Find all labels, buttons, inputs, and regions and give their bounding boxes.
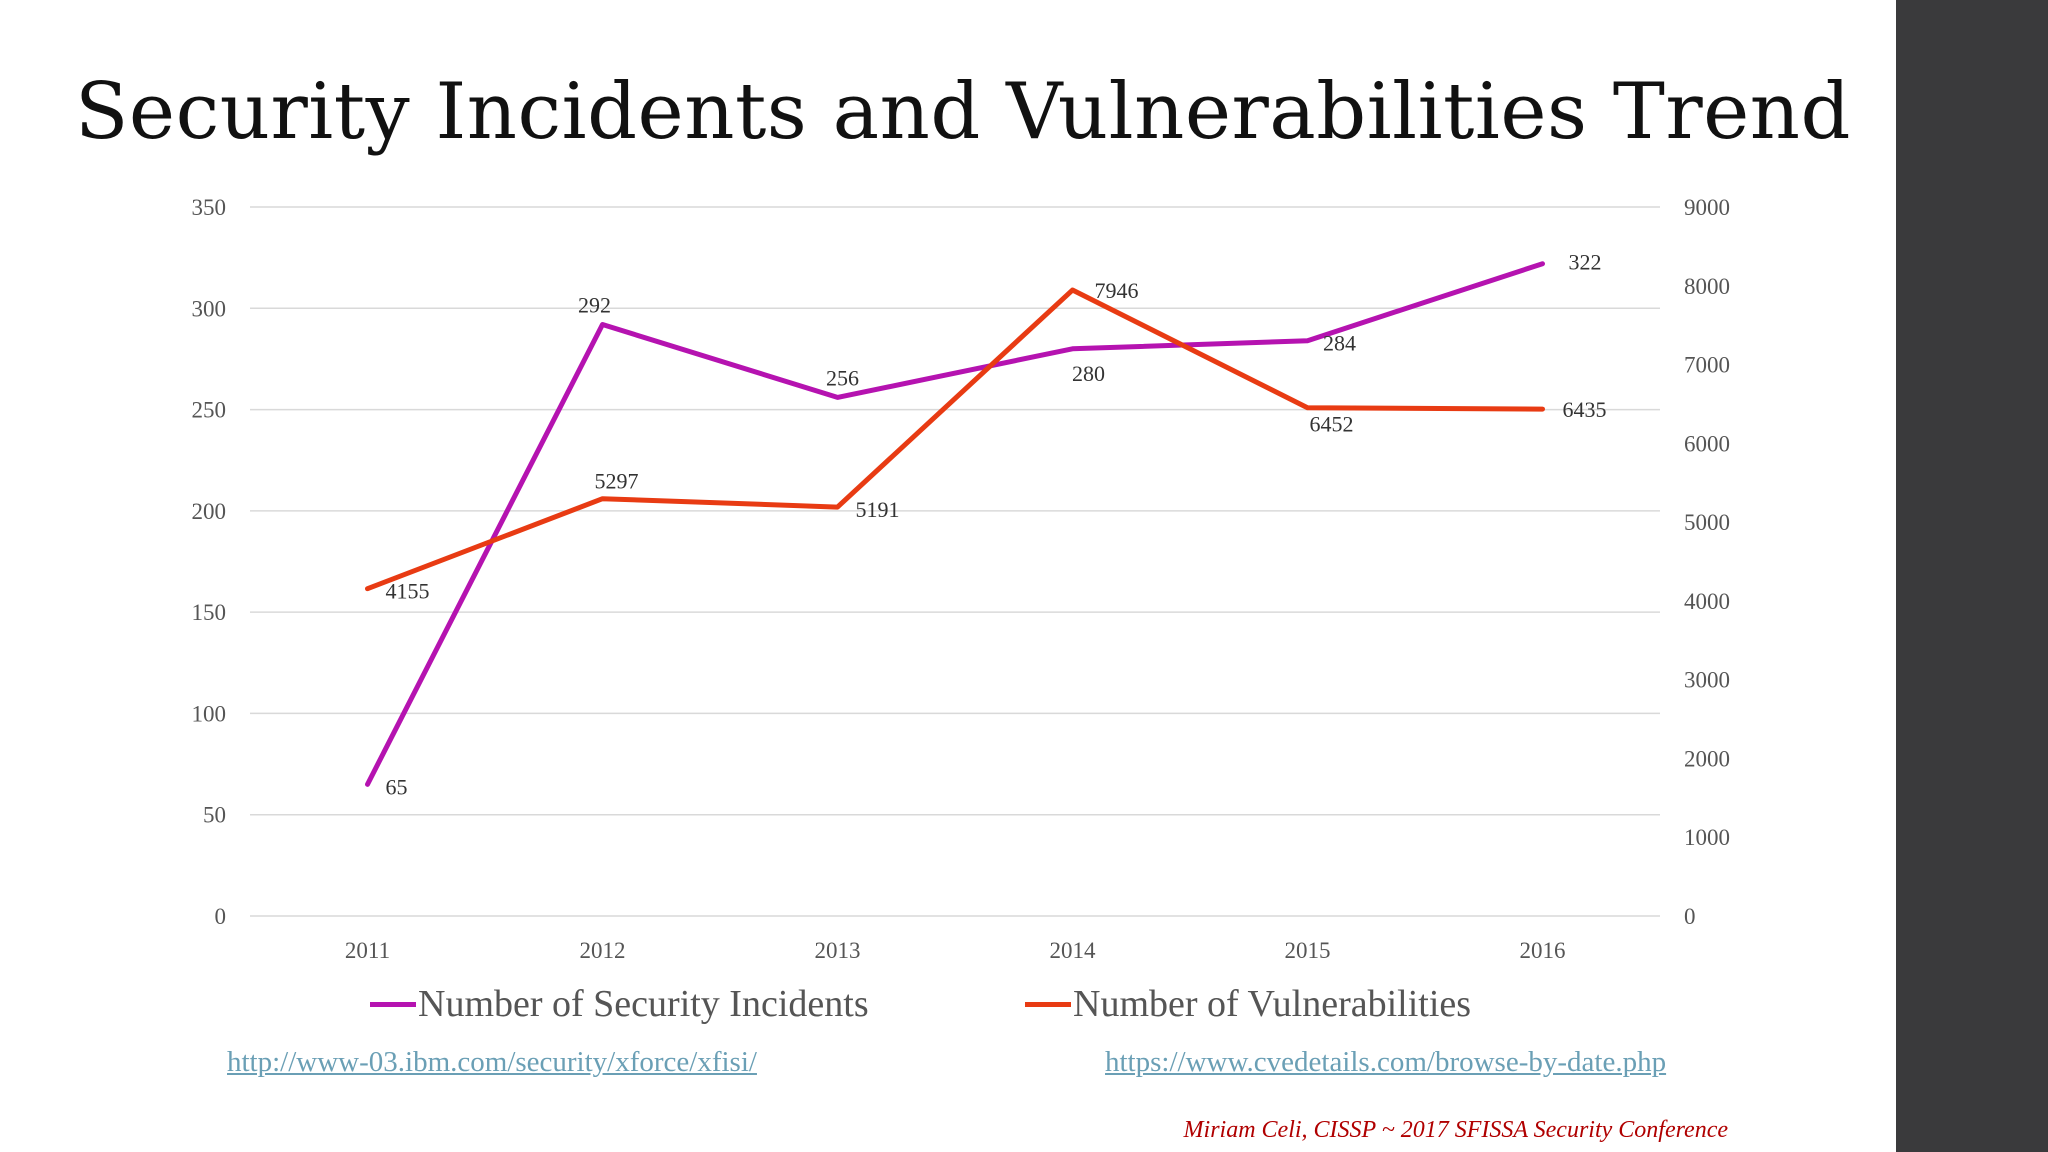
data-label-incidents: 256	[826, 365, 859, 390]
data-labels: 65 292 256 280 284 322 4155 5297 5191 7946 6452 643…	[386, 250, 1607, 800]
x-tick-label: 2012	[580, 938, 626, 963]
data-label-incidents: 284	[1323, 331, 1356, 356]
legend-swatch-incidents	[370, 1001, 416, 1007]
slide: Security Incidents and Vulnerabilities T…	[75, 69, 1851, 1143]
right-tick-label: 4000	[1684, 589, 1730, 614]
right-tick-label: 0	[1684, 904, 1696, 929]
right-tick-label: 5000	[1684, 510, 1730, 535]
series-line-incidents	[365, 261, 1545, 787]
data-label-incidents: 65	[386, 774, 408, 799]
right-tick-label: 7000	[1684, 353, 1730, 378]
data-label-vulnerabilities: 5297	[595, 469, 639, 494]
data-label-vulnerabilities: 6435	[1563, 397, 1607, 422]
left-tick-label: 300	[192, 296, 227, 321]
x-tick-label: 2011	[345, 938, 390, 963]
right-tick-label: 2000	[1684, 746, 1730, 771]
ibm-source-link[interactable]: http://www-03.ibm.com/security/xforce/xf…	[227, 1046, 757, 1078]
x-axis: 2011 2012 2013 2014 2015 2016	[345, 938, 1566, 963]
cve-source-link[interactable]: https://www.cvedetails.com/browse-by-dat…	[1105, 1046, 1667, 1078]
right-tick-label: 8000	[1684, 274, 1730, 299]
left-tick-label: 150	[192, 600, 227, 625]
x-tick-label: 2013	[815, 938, 861, 963]
slide-title: Security Incidents and Vulnerabilities T…	[75, 67, 1851, 157]
data-label-incidents: 280	[1072, 361, 1105, 386]
right-tick-label: 1000	[1684, 825, 1730, 850]
chart: 0 50 100 150 200 250 300 350 0 1000 2000 3000 4000 5…	[192, 195, 1731, 963]
x-tick-label: 2016	[1520, 938, 1566, 963]
data-label-vulnerabilities: 5191	[856, 497, 900, 522]
left-tick-label: 200	[192, 499, 227, 524]
left-tick-label: 100	[192, 701, 227, 726]
legend-label-vulnerabilities: Number of Vulnerabilities	[1073, 983, 1472, 1025]
legend-swatch-vulnerabilities	[1025, 1001, 1071, 1007]
right-tick-label: 9000	[1684, 195, 1730, 220]
left-tick-label: 350	[192, 195, 227, 220]
right-tick-label: 6000	[1684, 431, 1730, 456]
x-tick-label: 2015	[1285, 938, 1331, 963]
legend-item-incidents: Number of Security Incidents	[370, 982, 869, 1026]
series-line-vulnerabilities	[365, 287, 1545, 592]
data-label-vulnerabilities: 6452	[1310, 412, 1354, 437]
data-label-vulnerabilities: 4155	[386, 579, 430, 604]
series	[365, 261, 1545, 787]
data-label-incidents: 292	[578, 292, 611, 317]
gridlines	[250, 206, 1660, 917]
left-y-axis: 0 50 100 150 200 250 300 350	[192, 195, 227, 929]
left-tick-label: 250	[192, 398, 227, 423]
data-label-incidents: 322	[1569, 250, 1602, 275]
side-bar	[1896, 0, 2048, 1152]
right-y-axis: 0 1000 2000 3000 4000 5000 6000 7000 8000 9000	[1684, 195, 1730, 929]
left-tick-label: 50	[203, 803, 226, 828]
left-tick-label: 0	[215, 904, 227, 929]
x-tick-label: 2014	[1050, 938, 1097, 963]
legend-item-vulnerabilities: Number of Vulnerabilities	[1025, 982, 1471, 1026]
credit-footer: Miriam Celi, CISSP ~ 2017 SFISSA Securit…	[1183, 1117, 1728, 1143]
right-tick-label: 3000	[1684, 668, 1730, 693]
data-label-vulnerabilities: 7946	[1095, 278, 1139, 303]
legend-label-incidents: Number of Security Incidents	[418, 983, 869, 1025]
